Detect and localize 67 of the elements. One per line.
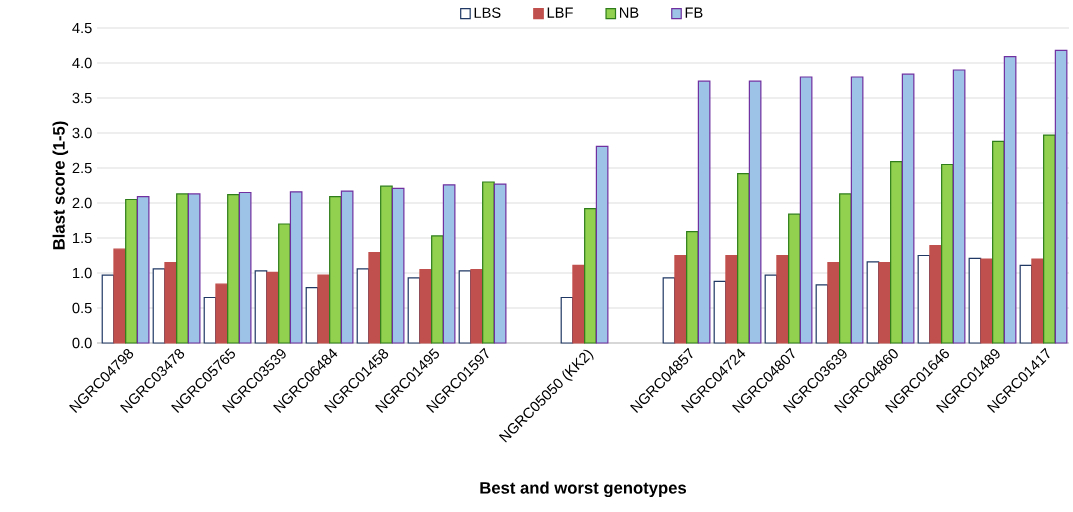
bar [674,254,687,344]
bar [368,252,382,344]
bar [431,235,444,344]
bar [1003,56,1017,344]
bar [1054,49,1068,344]
y-tick-label: 4.5 [72,22,92,34]
legend-label: NB [619,7,639,18]
legend-label: FB [685,7,703,18]
bar [686,231,699,344]
bar [1031,258,1044,344]
bar [827,261,840,344]
bar [737,173,750,344]
y-tick-label: 0.0 [72,337,92,349]
y-tick-label: 0.5 [72,302,92,314]
bar [697,80,711,344]
bar [901,73,915,344]
bar [470,268,484,344]
bar [238,191,252,344]
bar [788,213,801,344]
y-tick-label: 1.5 [73,232,92,244]
bar [419,268,433,344]
bar [595,145,609,344]
y-tick-label: 1.0 [73,267,92,279]
y-tick-label: 4.0 [72,57,92,69]
legend-label: LBF [547,7,573,18]
bar [584,208,597,344]
bar [482,181,495,344]
bar [391,187,405,344]
bar [227,194,240,344]
y-axis-title: Blast score (1-5) [52,121,69,250]
bar [317,274,331,344]
y-tick-label: 3.0 [72,127,92,139]
bar [776,254,789,344]
legend-label: LBS [474,7,501,18]
y-tick-label: 2.5 [72,162,92,174]
bar [980,258,993,344]
bar [799,76,813,344]
bar [992,140,1005,344]
bar [748,80,762,344]
bar [725,254,738,344]
bar [878,261,891,344]
bar [442,184,456,344]
bar [125,198,138,344]
x-axis-title: Best and worst genotypes [480,481,687,498]
bar [890,161,903,344]
bar [266,271,280,344]
bar [113,248,127,344]
bar [289,191,303,344]
bar [839,193,852,344]
bar [493,183,507,344]
bar [215,283,229,344]
bar [164,261,178,344]
bar [278,223,291,344]
bar [952,69,966,344]
bar [136,196,150,344]
bar [187,193,201,344]
bar [850,76,864,344]
y-tick-label: 2.0 [72,197,92,209]
bar [176,193,189,344]
bar [380,185,393,344]
bar [929,245,942,344]
bar [572,264,586,344]
bar [941,163,954,344]
bar [340,190,354,344]
bar [329,196,342,344]
y-tick-label: 3.5 [72,92,92,104]
bar [1043,134,1056,344]
